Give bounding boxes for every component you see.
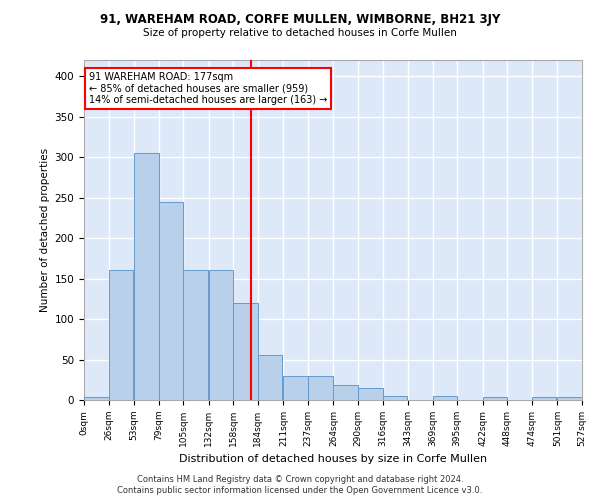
Text: 91 WAREHAM ROAD: 177sqm
← 85% of detached houses are smaller (959)
14% of semi-d: 91 WAREHAM ROAD: 177sqm ← 85% of detache… — [89, 72, 327, 106]
Bar — [209, 270, 233, 400]
X-axis label: Distribution of detached houses by size in Corfe Mullen: Distribution of detached houses by size … — [179, 454, 487, 464]
Bar — [183, 270, 208, 400]
Bar — [433, 396, 457, 400]
Text: Contains HM Land Registry data © Crown copyright and database right 2024.: Contains HM Land Registry data © Crown c… — [137, 475, 463, 484]
Y-axis label: Number of detached properties: Number of detached properties — [40, 148, 50, 312]
Text: Contains public sector information licensed under the Open Government Licence v3: Contains public sector information licen… — [118, 486, 482, 495]
Bar — [158, 202, 183, 400]
Bar — [308, 376, 332, 400]
Bar — [233, 303, 258, 400]
Bar — [109, 270, 133, 400]
Bar — [258, 356, 283, 400]
Text: Size of property relative to detached houses in Corfe Mullen: Size of property relative to detached ho… — [143, 28, 457, 38]
Bar — [134, 153, 158, 400]
Bar — [557, 397, 582, 400]
Bar — [532, 397, 556, 400]
Bar — [383, 396, 407, 400]
Text: 91, WAREHAM ROAD, CORFE MULLEN, WIMBORNE, BH21 3JY: 91, WAREHAM ROAD, CORFE MULLEN, WIMBORNE… — [100, 12, 500, 26]
Bar — [283, 376, 308, 400]
Bar — [483, 397, 508, 400]
Bar — [358, 388, 383, 400]
Bar — [334, 386, 358, 400]
Bar — [84, 397, 109, 400]
